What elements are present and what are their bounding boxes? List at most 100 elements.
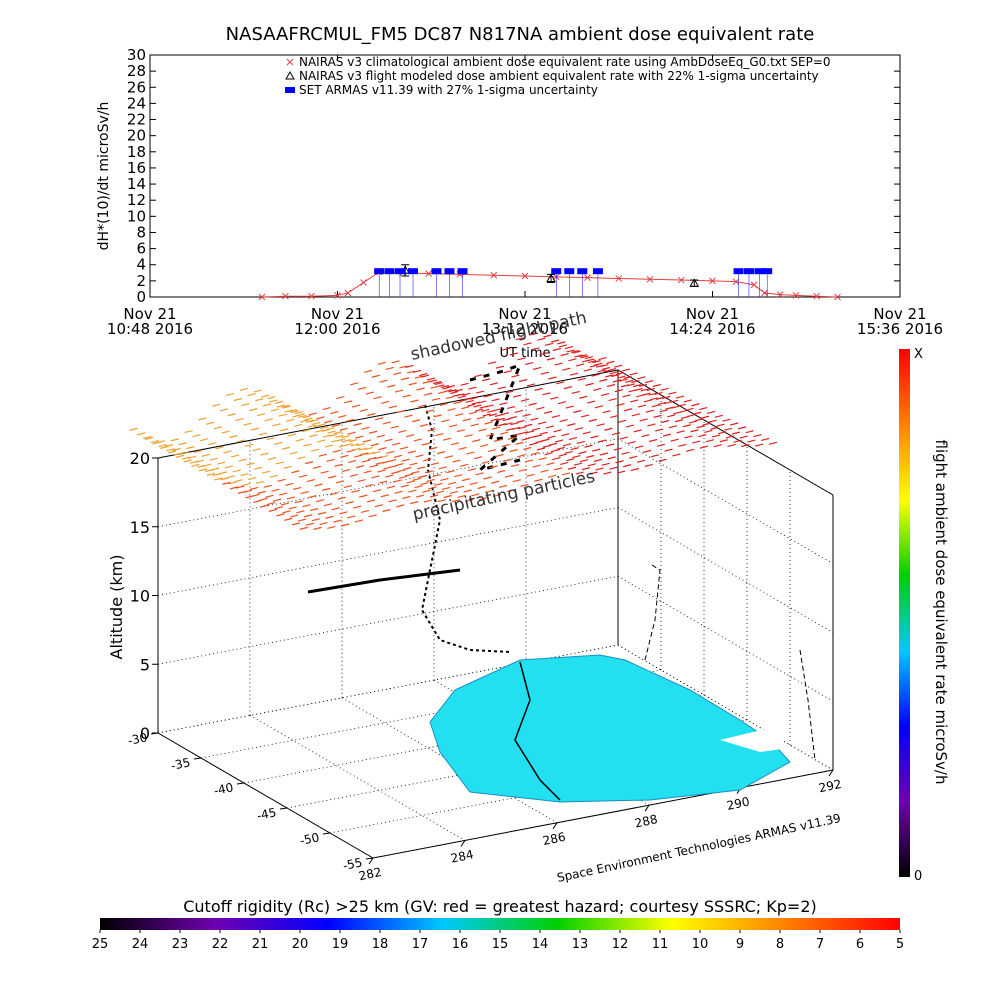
mesh-dash [303, 514, 313, 518]
mesh-dash [708, 419, 717, 423]
mesh-dash [180, 451, 189, 455]
mesh-dash [668, 425, 678, 429]
colorbar-tick-label: 12 [612, 937, 629, 952]
mesh-dash [561, 433, 570, 437]
mesh-dash [189, 460, 198, 464]
mesh-dash [428, 486, 437, 490]
mesh-dash [250, 427, 260, 431]
mesh-dash [335, 434, 344, 438]
mesh-dash [710, 426, 719, 430]
mesh-dash [415, 454, 424, 458]
projection-line [799, 649, 816, 761]
mesh-dash [426, 377, 436, 381]
mesh-dash [584, 356, 593, 360]
mesh-dash [266, 501, 276, 506]
mesh-dash [237, 439, 246, 443]
data-point [308, 292, 315, 300]
mesh-dash [381, 400, 390, 404]
mesh-dash [468, 411, 478, 415]
mesh-dash [476, 416, 485, 420]
mesh-dash [562, 443, 572, 447]
mesh-dash [255, 480, 265, 485]
x-tick [460, 840, 466, 847]
mesh-dash [700, 415, 710, 419]
mesh-dash [747, 439, 756, 443]
mesh-dash [605, 443, 615, 447]
mesh-dash [191, 463, 200, 467]
mesh-dash [520, 483, 529, 487]
mesh-dash [354, 519, 364, 523]
y-tick-label: 12 [127, 191, 146, 209]
mesh-dash [160, 445, 169, 449]
mesh-dash [175, 454, 185, 458]
mesh-dash [219, 408, 229, 412]
mesh-dash [327, 525, 336, 530]
mesh-dash [473, 456, 483, 460]
grid-line [249, 715, 466, 841]
mesh-dash [582, 431, 591, 435]
mesh-dash [372, 489, 382, 493]
mesh-dash [209, 457, 218, 461]
axes-3d: 282 284 286 288 290 292 -30 -35 -40 -45 -50 -55 [127, 369, 843, 883]
mesh-dash [377, 361, 386, 365]
colorbar-tick-label: 13 [572, 937, 589, 952]
mesh-dash [388, 405, 398, 409]
mesh-dash [396, 409, 405, 414]
z-tick-label: 15 [130, 518, 150, 537]
mesh-dash [526, 473, 535, 477]
mesh-dash [354, 454, 363, 458]
mesh-dash [556, 446, 566, 450]
mesh-dash [172, 447, 181, 452]
mesh-dash [656, 443, 665, 447]
mesh-dash [552, 456, 561, 461]
mesh-dash [557, 401, 567, 405]
mesh-dash [282, 510, 291, 514]
mesh-dash [222, 481, 231, 485]
mesh-dash [509, 449, 518, 453]
mesh-dash [555, 439, 564, 443]
mesh-dash [616, 403, 625, 407]
mesh-dash [673, 411, 682, 415]
mesh-dash [611, 373, 620, 378]
mesh-dash [416, 387, 425, 391]
mesh-dash [296, 510, 305, 514]
mesh-dash [382, 421, 392, 425]
chart-title: NASAAFRCMUL_FM5 DC87 N817NA ambient dose… [226, 24, 815, 45]
mesh-dash [430, 462, 440, 466]
mesh-dash [229, 434, 238, 439]
mesh-dash [495, 365, 505, 369]
mesh-dash [399, 446, 409, 450]
mesh-dash [632, 384, 642, 388]
mesh-dash [272, 423, 281, 427]
y-tick-label: 20 [127, 127, 146, 145]
mesh-dash [384, 438, 393, 442]
mesh-dash [716, 423, 725, 427]
mesh-dash [418, 474, 428, 479]
mesh-dash [249, 408, 258, 412]
mesh-dash [425, 409, 435, 413]
mesh-dash [559, 418, 568, 423]
mesh-dash [670, 438, 679, 442]
mesh-dash [599, 452, 609, 456]
mesh-dash [427, 428, 436, 432]
box-edge [157, 369, 619, 459]
mesh-dash [587, 400, 596, 404]
mesh-dash [485, 489, 494, 494]
mesh-dash [256, 413, 266, 417]
mesh-dash [313, 424, 323, 428]
mesh-dash [570, 349, 580, 353]
mesh-dash [280, 428, 289, 432]
mesh-dash [330, 410, 339, 415]
mesh-dash [588, 418, 598, 422]
mesh-dash [412, 419, 421, 423]
mesh-dash [305, 522, 314, 526]
mesh-dash [387, 384, 396, 388]
mesh-dash [624, 408, 633, 412]
mesh-dash [619, 378, 628, 382]
mesh-dash [463, 489, 472, 493]
mesh-dash [280, 502, 290, 506]
mesh-dash [373, 396, 382, 400]
data-point [444, 268, 455, 275]
mesh-dash [183, 459, 192, 463]
colorbar-tick-label: 15 [492, 937, 509, 952]
